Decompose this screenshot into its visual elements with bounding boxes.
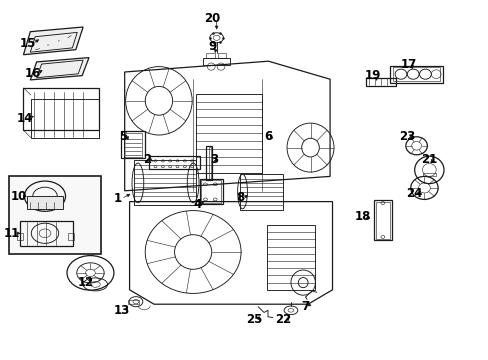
Text: 2: 2 <box>142 153 150 166</box>
Text: 24: 24 <box>406 187 422 200</box>
Bar <box>20 221 73 246</box>
Text: 13: 13 <box>114 304 130 317</box>
Text: 5: 5 <box>119 130 127 143</box>
Bar <box>208 147 210 179</box>
Polygon shape <box>23 27 83 55</box>
Bar <box>389 66 442 83</box>
Text: 12: 12 <box>77 276 94 289</box>
Bar <box>123 133 142 157</box>
Bar <box>121 131 144 158</box>
Bar <box>365 78 395 86</box>
Text: 14: 14 <box>16 112 33 125</box>
Polygon shape <box>30 58 89 80</box>
Text: 22: 22 <box>275 313 291 326</box>
Text: 10: 10 <box>10 190 27 203</box>
Bar <box>266 225 315 290</box>
Bar <box>201 180 221 203</box>
Text: 17: 17 <box>400 58 416 71</box>
Text: 19: 19 <box>364 69 380 82</box>
Text: 21: 21 <box>420 153 437 166</box>
Bar <box>134 160 195 205</box>
Text: 18: 18 <box>354 210 370 223</box>
Text: 7: 7 <box>301 300 309 313</box>
Text: 20: 20 <box>204 12 221 25</box>
Bar <box>375 202 389 239</box>
Text: 6: 6 <box>264 130 271 143</box>
Bar <box>31 99 99 138</box>
Text: 25: 25 <box>245 313 262 326</box>
Bar <box>206 53 215 58</box>
Bar <box>9 176 101 254</box>
Text: 23: 23 <box>398 130 414 143</box>
Text: 9: 9 <box>208 40 216 53</box>
Text: 1: 1 <box>113 192 121 205</box>
Bar <box>199 179 223 204</box>
Bar <box>23 88 99 130</box>
Bar <box>239 174 282 210</box>
Text: 4: 4 <box>194 198 202 211</box>
Bar <box>17 233 23 240</box>
Bar <box>203 58 229 65</box>
Text: 15: 15 <box>20 37 37 50</box>
Text: 8: 8 <box>236 191 244 204</box>
Text: 11: 11 <box>4 227 20 240</box>
Text: 16: 16 <box>25 67 41 80</box>
Bar <box>373 200 391 240</box>
Bar <box>195 94 261 173</box>
Bar <box>128 300 139 304</box>
Bar <box>27 196 63 209</box>
Bar <box>149 156 200 169</box>
Text: 3: 3 <box>210 153 218 166</box>
Bar <box>206 146 212 180</box>
Bar <box>68 233 74 240</box>
Bar <box>392 67 439 81</box>
Bar <box>422 173 435 176</box>
Bar <box>217 53 226 58</box>
